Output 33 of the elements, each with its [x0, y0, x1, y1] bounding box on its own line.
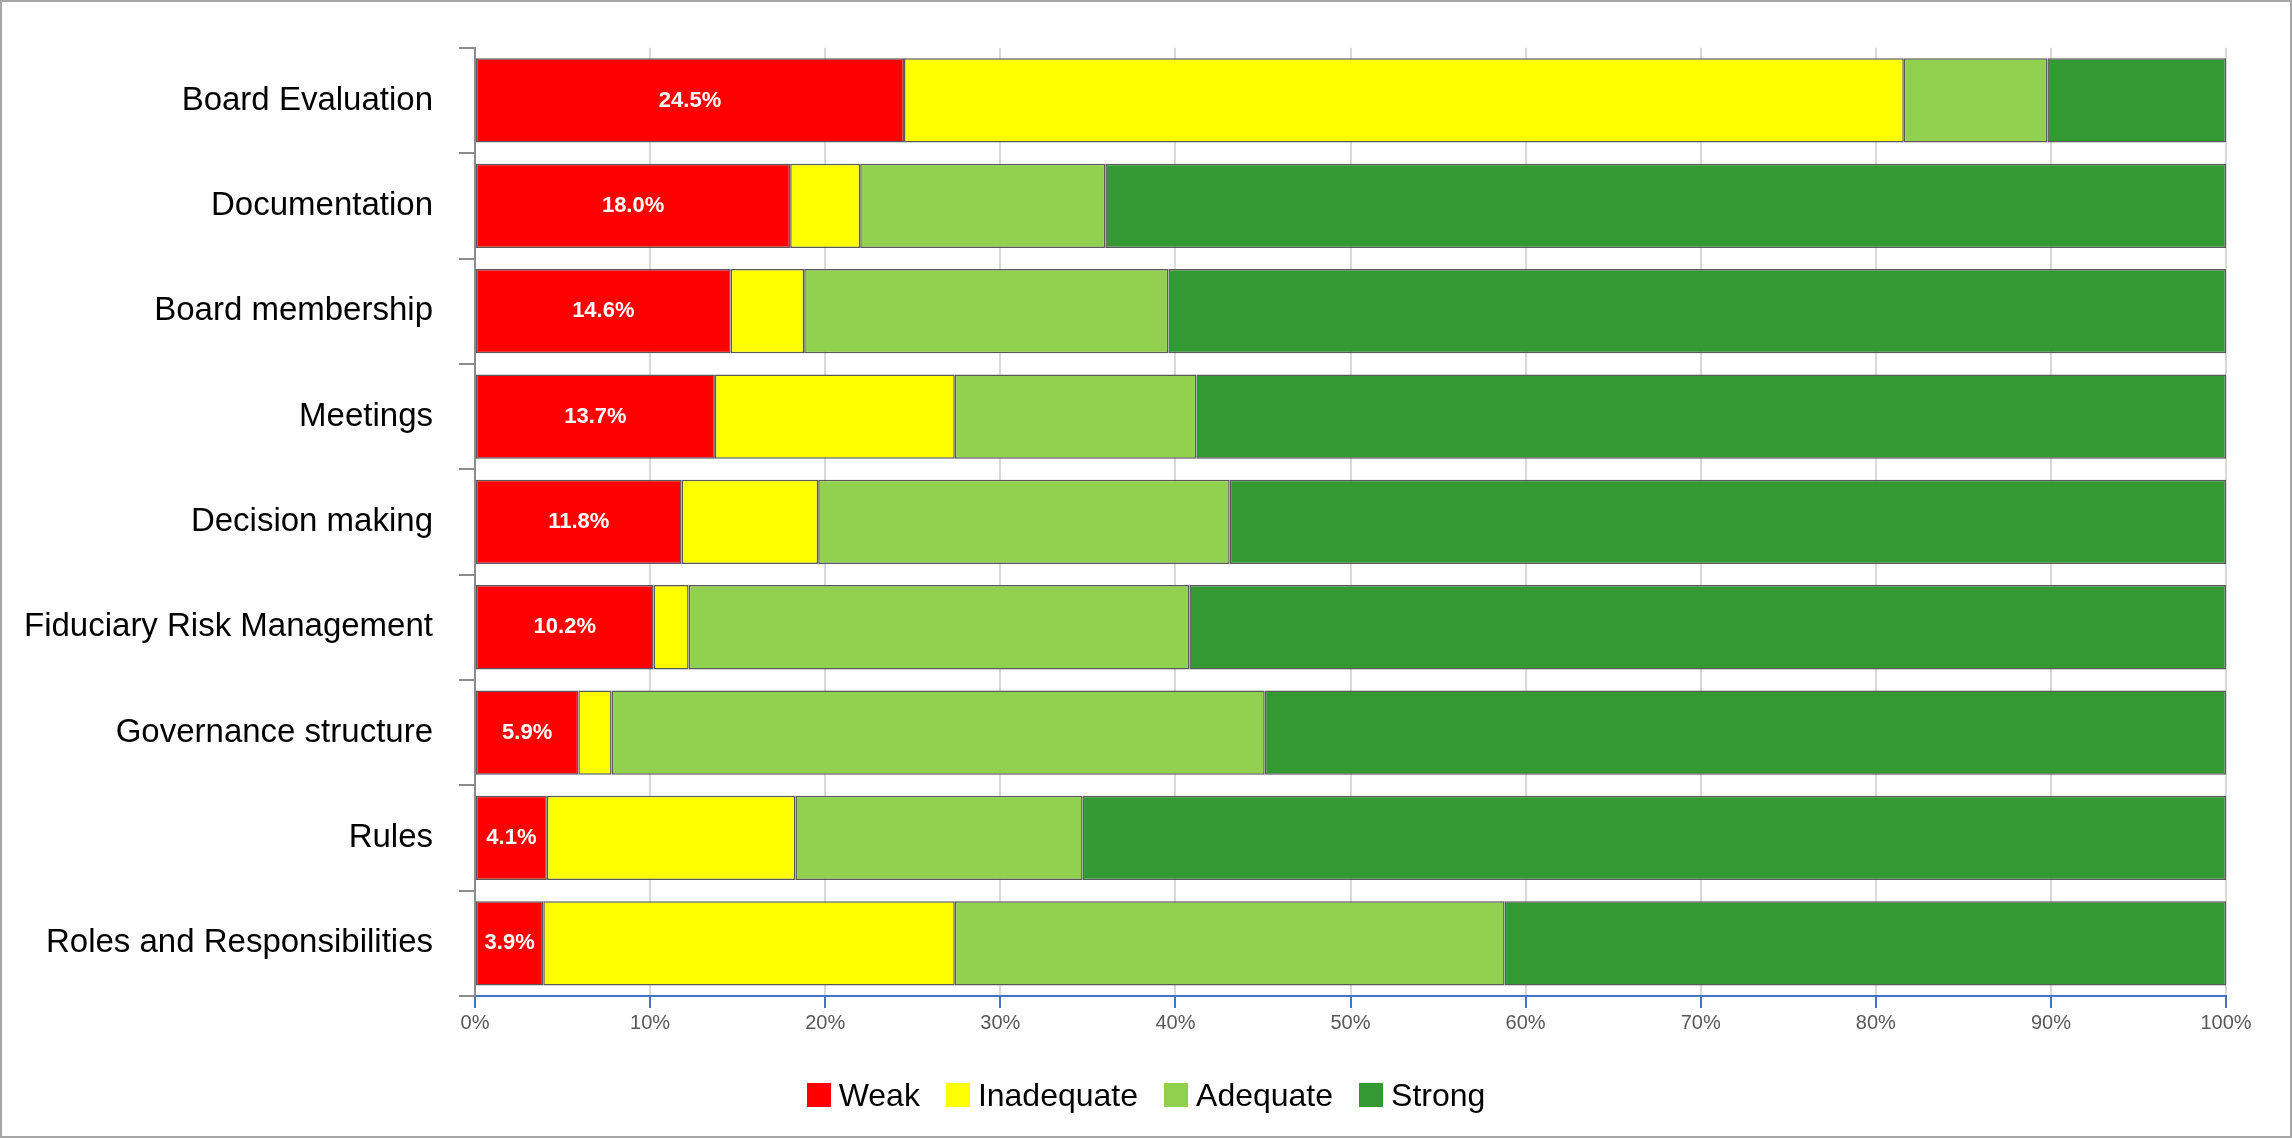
y-tick-label: Meetings: [299, 395, 433, 433]
x-tick-label: 0%: [460, 1010, 490, 1033]
x-tick-label: 80%: [1855, 1010, 1897, 1033]
legend-label: Strong: [1391, 1076, 1486, 1114]
data-label: 24.5%: [658, 86, 722, 112]
x-tick-label: 50%: [1330, 1010, 1371, 1033]
y-tick-label: Rules: [348, 817, 433, 855]
x-tick-label: 20%: [805, 1010, 846, 1033]
data-label: 5.9%: [502, 718, 553, 744]
data-label: 11.8%: [548, 507, 610, 533]
legend-label: Weak: [838, 1076, 920, 1114]
x-tick-label: 100%: [2200, 1010, 2252, 1033]
data-label: 3.9%: [484, 929, 535, 955]
x-tick-label: 70%: [1680, 1010, 1721, 1033]
y-tick-label: Board Evaluation: [181, 79, 433, 117]
data-label: 10.2%: [533, 613, 596, 639]
x-tick-label: 30%: [980, 1010, 1021, 1033]
data-label: 14.6%: [572, 297, 635, 323]
y-tick-label: Fiduciary Risk Management: [24, 606, 433, 644]
legend-label: Adequate: [1196, 1076, 1334, 1114]
y-tick-label: Roles and Responsibilities: [45, 922, 433, 960]
legend-label: Inadequate: [977, 1076, 1139, 1114]
x-tick-label: 40%: [1155, 1010, 1196, 1033]
data-label: 13.7%: [564, 402, 627, 428]
x-tick-label: 10%: [630, 1010, 671, 1033]
y-tick-label: Governance structure: [115, 711, 433, 749]
y-tick-label: Board membership: [154, 290, 433, 328]
data-label: 18.0%: [601, 191, 665, 217]
x-tick-label: 60%: [1505, 1010, 1546, 1033]
data-label: 4.1%: [486, 824, 537, 850]
x-tick-label: 90%: [2030, 1010, 2072, 1033]
y-tick-label: Documentation: [211, 184, 433, 222]
y-tick-label: Decision making: [190, 500, 433, 538]
